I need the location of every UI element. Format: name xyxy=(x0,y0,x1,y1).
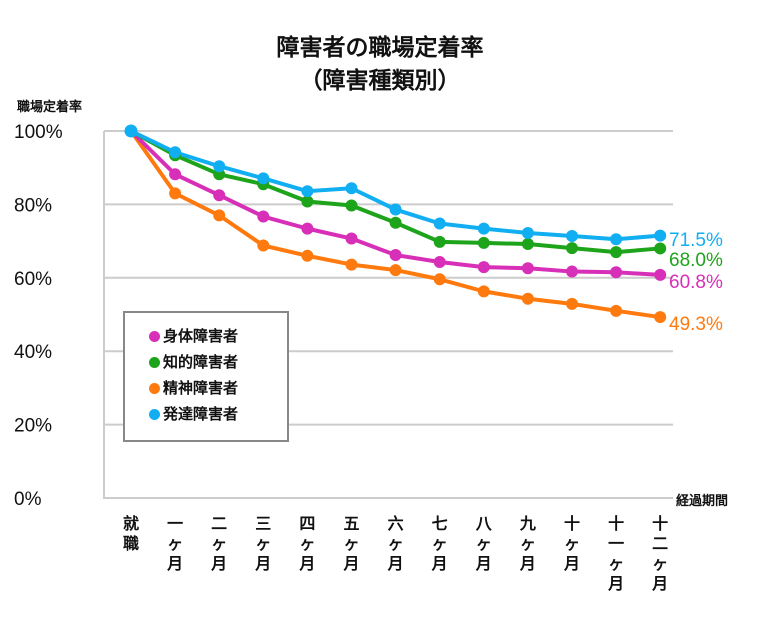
data-point xyxy=(345,182,358,195)
y-tick-label: 60% xyxy=(14,269,52,290)
data-point xyxy=(477,222,490,235)
data-point xyxy=(345,232,358,245)
legend-item: 知的障害者 xyxy=(149,352,238,372)
end-value-label: 71.5% xyxy=(669,230,723,251)
legend-item: 精神障害者 xyxy=(149,378,238,398)
data-point xyxy=(521,227,534,240)
data-point xyxy=(521,238,534,251)
data-point xyxy=(654,268,667,281)
data-point xyxy=(433,217,446,230)
legend-label: 知的障害者 xyxy=(163,353,239,371)
data-point xyxy=(477,285,490,298)
data-point xyxy=(477,236,490,249)
x-tick-label: 十ヶ月 xyxy=(563,514,580,573)
data-point xyxy=(301,185,314,198)
legend-marker-icon xyxy=(149,331,160,342)
data-point xyxy=(213,160,226,173)
y-tick-label: 80% xyxy=(14,195,52,216)
data-point-start xyxy=(124,124,138,138)
x-tick-label: 十二ヶ月 xyxy=(652,514,669,593)
y-tick-label: 40% xyxy=(14,342,52,363)
x-tick-label: 三ヶ月 xyxy=(255,514,272,573)
data-point xyxy=(213,189,226,202)
end-value-label: 68.0% xyxy=(669,250,723,271)
data-point xyxy=(521,292,534,305)
data-point xyxy=(301,249,314,262)
data-point xyxy=(654,242,667,255)
y-tick-label: 0% xyxy=(14,489,42,510)
data-point xyxy=(345,199,358,212)
data-point xyxy=(477,261,490,274)
data-point xyxy=(169,187,182,200)
x-tick-label: 一ヶ月 xyxy=(167,514,184,573)
data-point xyxy=(566,297,578,310)
data-point xyxy=(257,210,270,223)
data-point xyxy=(566,265,578,278)
data-point xyxy=(610,233,623,246)
y-tick-label: 100% xyxy=(14,122,63,143)
x-tick-label: 就職 xyxy=(122,514,139,553)
legend: 身体障害者知的障害者精神障害者発達障害者 xyxy=(123,311,289,442)
data-point xyxy=(433,256,446,269)
data-point xyxy=(301,195,314,208)
x-tick-label: 五ヶ月 xyxy=(343,514,360,573)
legend-marker-icon xyxy=(149,409,160,420)
data-point xyxy=(389,264,402,277)
data-point xyxy=(389,249,402,262)
data-point xyxy=(521,262,534,275)
x-tick-label: 七ヶ月 xyxy=(431,514,448,573)
x-tick-label: 四ヶ月 xyxy=(299,514,316,573)
data-point xyxy=(257,172,270,185)
legend-label: 発達障害者 xyxy=(163,405,239,423)
x-tick-label: 八ヶ月 xyxy=(475,514,492,573)
legend-item: 身体障害者 xyxy=(149,326,238,346)
data-point xyxy=(433,273,446,286)
legend-label: 身体障害者 xyxy=(163,327,239,345)
end-value-label: 49.3% xyxy=(669,314,723,335)
data-point xyxy=(169,168,182,181)
data-point xyxy=(345,258,358,271)
legend-marker-icon xyxy=(149,383,160,394)
data-point xyxy=(169,146,182,159)
y-axis-label: 職場定着率 xyxy=(17,100,83,115)
data-point xyxy=(610,266,623,279)
legend-label: 精神障害者 xyxy=(163,379,239,397)
data-point xyxy=(257,239,270,252)
data-point xyxy=(213,209,226,222)
data-point xyxy=(654,229,667,242)
y-tick-label: 20% xyxy=(14,416,52,437)
data-point xyxy=(301,222,314,235)
data-point xyxy=(389,203,402,216)
data-point xyxy=(566,229,578,242)
x-tick-label: 十一ヶ月 xyxy=(608,514,625,593)
legend-item: 発達障害者 xyxy=(149,404,238,424)
data-point xyxy=(654,311,667,324)
data-point xyxy=(433,235,446,248)
chart-title: 障害者の職場定着率 xyxy=(276,35,484,61)
legend-marker-icon xyxy=(149,357,160,368)
x-tick-label: 六ヶ月 xyxy=(387,514,404,573)
x-axis-label: 経過期間 xyxy=(676,494,729,509)
data-point xyxy=(610,246,623,259)
chart-subtitle: （障害種類別） xyxy=(299,68,461,94)
end-value-label: 60.8% xyxy=(669,272,723,293)
data-point xyxy=(389,216,402,229)
x-tick-label: 二ヶ月 xyxy=(211,514,228,573)
data-point xyxy=(566,242,578,255)
x-tick-label: 九ヶ月 xyxy=(519,514,536,573)
data-point xyxy=(610,304,623,317)
